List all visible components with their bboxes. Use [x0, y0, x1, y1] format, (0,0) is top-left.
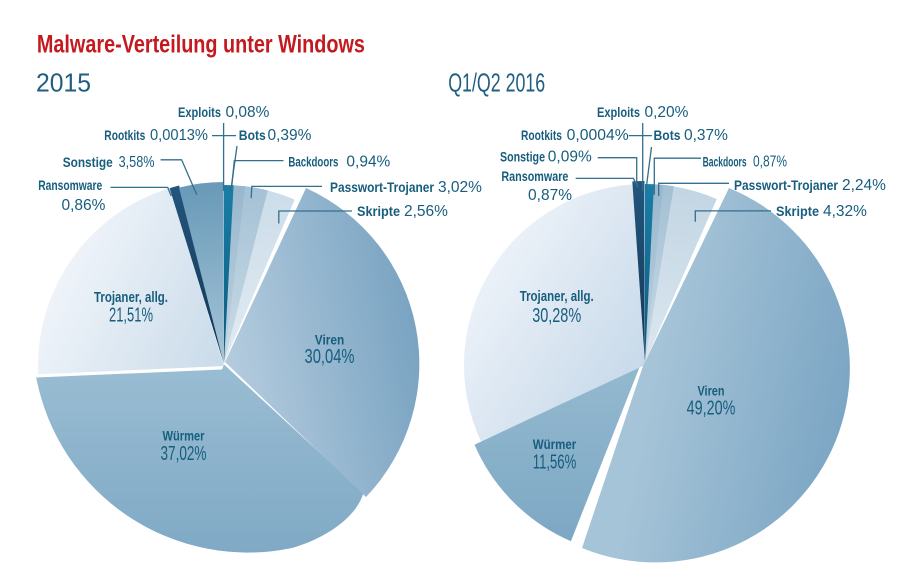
svg-text:30,28%: 30,28%	[532, 305, 581, 327]
svg-text:4,32%: 4,32%	[823, 203, 867, 220]
svg-text:Viren: Viren	[315, 333, 345, 348]
svg-text:Würmer: Würmer	[533, 437, 577, 452]
svg-text:0,20%: 0,20%	[645, 104, 689, 121]
svg-text:0,39%: 0,39%	[268, 127, 312, 144]
svg-text:Trojaner, allg.: Trojaner, allg.	[520, 289, 594, 305]
svg-text:0,94%: 0,94%	[346, 154, 390, 171]
svg-text:Exploits: Exploits	[597, 104, 640, 120]
svg-text:Bots: Bots	[239, 127, 266, 143]
svg-text:Würmer: Würmer	[163, 429, 206, 444]
svg-text:Rootkits: Rootkits	[521, 127, 562, 143]
svg-text:Skripte: Skripte	[776, 203, 819, 219]
svg-text:Passwort-Trojaner: Passwort-Trojaner	[734, 177, 838, 193]
svg-text:0,0004%: 0,0004%	[567, 127, 629, 144]
svg-text:Trojaner, allg.: Trojaner, allg.	[94, 290, 168, 306]
svg-text:49,20%: 49,20%	[687, 398, 736, 420]
svg-text:Malware-Verteilung unter Windo: Malware-Verteilung unter Windows	[37, 31, 365, 59]
svg-text:Ransomware: Ransomware	[38, 177, 102, 193]
svg-text:Skripte: Skripte	[357, 203, 400, 219]
svg-text:Viren: Viren	[698, 383, 725, 398]
svg-text:Backdoors: Backdoors	[288, 154, 338, 170]
svg-text:3,02%: 3,02%	[438, 179, 482, 196]
svg-text:Exploits: Exploits	[178, 104, 221, 120]
svg-text:0,87%: 0,87%	[753, 154, 787, 171]
svg-text:37,02%: 37,02%	[161, 443, 207, 465]
svg-text:Q1/Q2 2016: Q1/Q2 2016	[448, 68, 545, 98]
svg-text:3,58%: 3,58%	[119, 154, 155, 171]
svg-text:0,0013%: 0,0013%	[150, 127, 208, 144]
svg-text:Ransomware: Ransomware	[501, 168, 568, 184]
svg-text:2015: 2015	[36, 68, 91, 98]
svg-text:11,56%: 11,56%	[533, 451, 577, 473]
svg-text:2,56%: 2,56%	[404, 203, 448, 220]
svg-text:0,86%: 0,86%	[62, 197, 106, 214]
svg-text:0,37%: 0,37%	[684, 127, 728, 144]
svg-text:Rootkits: Rootkits	[104, 127, 145, 143]
svg-text:Sonstige: Sonstige	[63, 154, 113, 170]
svg-text:2,24%: 2,24%	[842, 177, 886, 194]
svg-text:0,87%: 0,87%	[528, 187, 572, 204]
svg-text:21,51%: 21,51%	[109, 305, 153, 327]
svg-text:Passwort-Trojaner: Passwort-Trojaner	[330, 179, 434, 195]
svg-text:0,09%: 0,09%	[548, 149, 592, 166]
svg-text:Sonstige: Sonstige	[500, 149, 545, 165]
svg-text:Backdoors: Backdoors	[703, 154, 747, 170]
svg-text:30,04%: 30,04%	[305, 346, 355, 368]
svg-text:0,08%: 0,08%	[226, 104, 270, 121]
svg-text:Bots: Bots	[654, 127, 681, 143]
